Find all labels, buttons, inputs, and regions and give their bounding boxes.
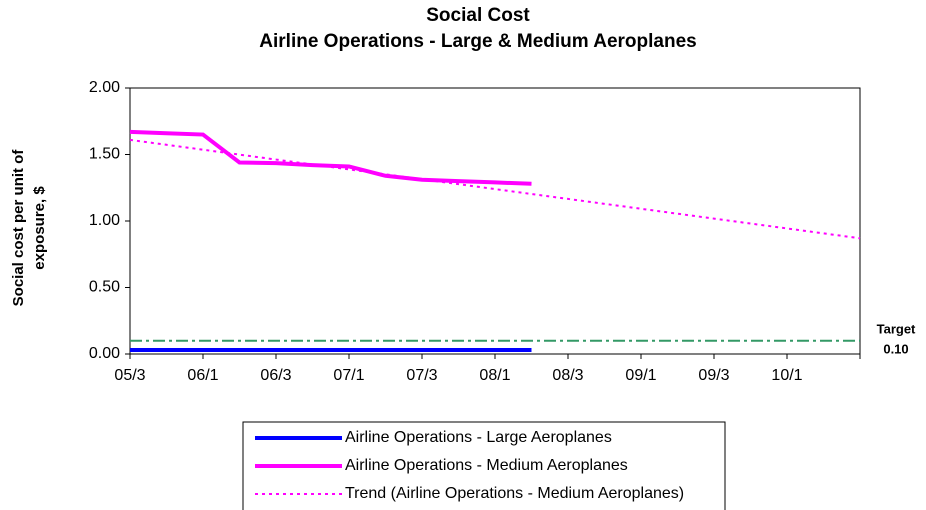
x-tick-label: 05/3 <box>114 367 145 384</box>
x-tick-label: 06/1 <box>187 367 218 384</box>
plot-area <box>129 87 861 355</box>
x-tick-label: 08/1 <box>479 367 510 384</box>
x-tick-label: 09/3 <box>698 367 729 384</box>
x-tick-label: 09/1 <box>625 367 656 384</box>
y-tick-label: 2.00 <box>89 79 120 96</box>
x-tick-label: 08/3 <box>552 367 583 384</box>
y-tick-label: 0.00 <box>89 345 120 362</box>
y-tick-label: 0.50 <box>89 279 120 296</box>
x-tick-label: 10/1 <box>771 367 802 384</box>
x-tick-label: 06/3 <box>260 367 291 384</box>
target-label: Target <box>877 321 916 336</box>
series-line <box>129 129 532 186</box>
legend-label: Airline Operations - Medium Aeroplanes <box>345 457 628 474</box>
legend-label: Trend (Airline Operations - Medium Aerop… <box>345 485 684 502</box>
y-axis-label: Social cost per unit of <box>10 149 27 307</box>
x-tick-label: 07/1 <box>333 367 364 384</box>
target-value: 0.10 <box>883 341 908 356</box>
y-tick-label: 1.00 <box>89 212 120 229</box>
chart-subtitle: Airline Operations - Large & Medium Aero… <box>259 31 696 52</box>
chart-title: Social Cost <box>426 5 530 26</box>
series-line <box>129 138 861 240</box>
x-tick-label: 07/3 <box>406 367 437 384</box>
y-axis-label: exposure, $ <box>31 186 48 270</box>
y-tick-label: 1.50 <box>89 146 120 163</box>
legend-label: Airline Operations - Large Aeroplanes <box>345 429 612 446</box>
